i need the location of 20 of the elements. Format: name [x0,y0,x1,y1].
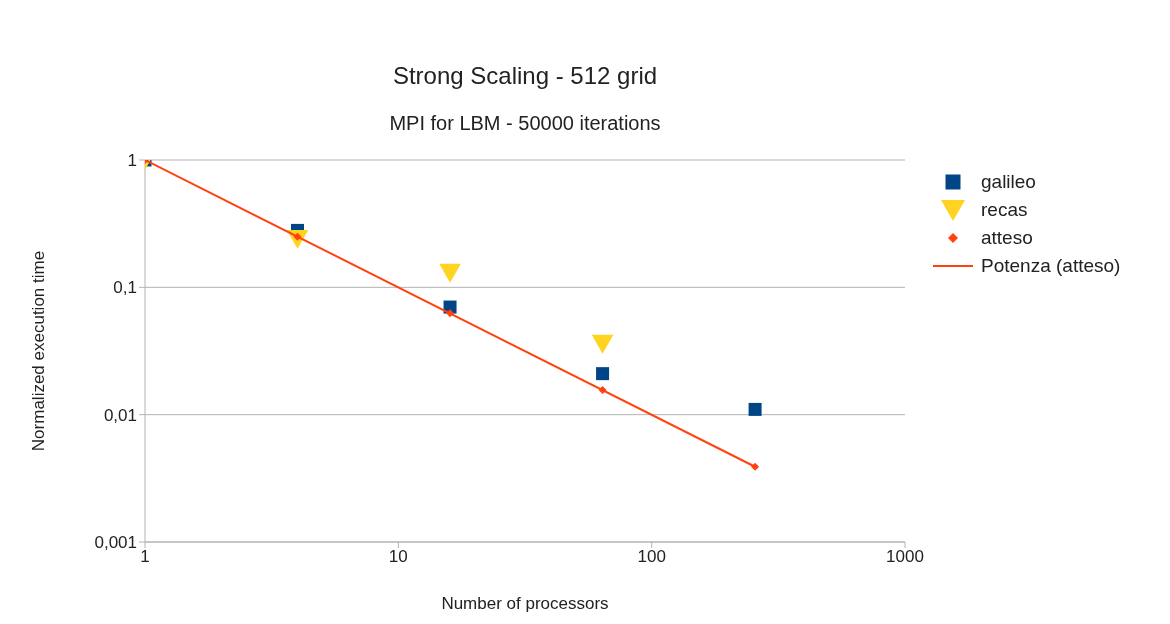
x-tick-label: 10 [388,547,408,567]
y-tick-label: 0,1 [113,278,137,298]
y-tick-label: 1 [127,151,137,171]
x-axis-title: Number of processors [440,594,610,614]
x-tick-label: 1 [140,547,150,567]
point [596,367,610,381]
point [439,263,461,283]
x-tick-label: 1000 [886,547,924,567]
legend-label: recas [981,199,1028,221]
y-tick-label: 0,01 [103,405,137,425]
legend-label: Potenza (atteso) [981,255,1121,277]
chart-subtitle: MPI for LBM - 50000 iterations [388,112,662,135]
y-axis-title: Normalized execution time [29,250,49,452]
legend-label: galileo [981,171,1036,193]
point [591,334,614,354]
y-tick-label: 0,001 [94,533,137,553]
legend-label: atteso [981,227,1033,249]
point [748,402,762,416]
chart-title: Strong Scaling - 512 grid [391,62,659,90]
x-tick-label: 100 [637,547,666,567]
